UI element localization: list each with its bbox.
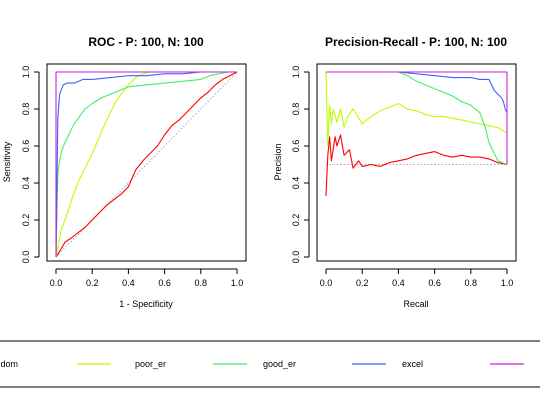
- roc-y-tick-label: 0.0: [21, 251, 31, 264]
- roc-y-tick-label: 0.8: [21, 103, 31, 116]
- roc-x-axis: 0.0 0.2 0.4 0.6 0.8 1.0: [50, 268, 244, 288]
- pr-plot-frame: [316, 63, 517, 262]
- pr-plot-area: [325, 71, 508, 196]
- pr-title: Precision-Recall - P: 100, N: 100: [325, 35, 507, 49]
- roc-x-tick-label: 0.4: [122, 278, 135, 288]
- roc-title: ROC - P: 100, N: 100: [88, 35, 204, 49]
- pr-series-perfect: [326, 71, 508, 165]
- pr-x-tick-label: 0.6: [428, 278, 441, 288]
- pr-series-random: [325, 134, 508, 196]
- roc-series-good-er: [55, 71, 237, 258]
- roc-x-label: 1 - Specificity: [119, 299, 173, 309]
- pr-y-label: Precision: [273, 143, 283, 180]
- pr-x-tick-label: 0.0: [320, 278, 333, 288]
- roc-y-tick-label: 0.4: [21, 177, 31, 190]
- roc-series-poor-er: [55, 71, 151, 258]
- roc-series-perfect: [55, 71, 237, 257]
- roc-x-tick-label: 0.0: [50, 278, 63, 288]
- pr-panel: Precision-Recall - P: 100, N: 100 0.0 0.2…: [273, 35, 517, 309]
- pr-y-tick-label: 0.4: [291, 177, 301, 190]
- roc-x-tick-label: 0.6: [158, 278, 171, 288]
- pr-x-axis: 0.0 0.2 0.4 0.6 0.8 1.0: [320, 268, 514, 288]
- roc-x-tick-label: 1.0: [231, 278, 244, 288]
- roc-plot-area: [55, 71, 238, 258]
- roc-y-tick-label: 0.6: [21, 140, 31, 153]
- pr-y-tick-label: 0.2: [291, 214, 301, 227]
- legend-box: [0, 340, 540, 388]
- roc-plot-frame: [46, 63, 247, 262]
- roc-series-excel: [55, 71, 237, 258]
- pr-y-tick-label: 0.8: [291, 103, 301, 116]
- legend-label: poor_er: [135, 359, 166, 369]
- roc-y-tick-label: 1.0: [21, 66, 31, 79]
- roc-x-tick-label: 0.2: [86, 278, 99, 288]
- pr-x-tick-label: 0.4: [392, 278, 405, 288]
- roc-x-tick-label: 0.8: [195, 278, 208, 288]
- pr-x-tick-label: 0.2: [356, 278, 369, 288]
- pr-series-excel: [326, 71, 508, 113]
- pr-x-tick-label: 1.0: [501, 278, 514, 288]
- roc-panel: ROC - P: 100, N: 100 0.0 0.2 0.4 0.6 0.8 1.0 …: [2, 35, 247, 309]
- pr-y-tick-label: 1.0: [291, 66, 301, 79]
- roc-y-tick-label: 0.2: [21, 214, 31, 227]
- legend-label: good_er: [263, 359, 296, 369]
- pr-series-good-er: [326, 71, 508, 166]
- roc-y-label: Sensitivity: [2, 141, 12, 182]
- pr-x-label: Recall: [403, 299, 428, 309]
- pr-x-tick-label: 0.8: [465, 278, 478, 288]
- pr-y-tick-label: 0.0: [291, 251, 301, 264]
- legend-label: excel: [402, 359, 423, 369]
- pr-y-tick-label: 0.6: [291, 140, 301, 153]
- roc-series-random: [55, 71, 238, 258]
- roc-y-axis: 0.0 0.2 0.4 0.6 0.8 1.0: [21, 66, 40, 264]
- pr-y-axis: 0.0 0.2 0.4 0.6 0.8 1.0: [291, 66, 310, 264]
- pr-series-poor-er: [325, 71, 508, 147]
